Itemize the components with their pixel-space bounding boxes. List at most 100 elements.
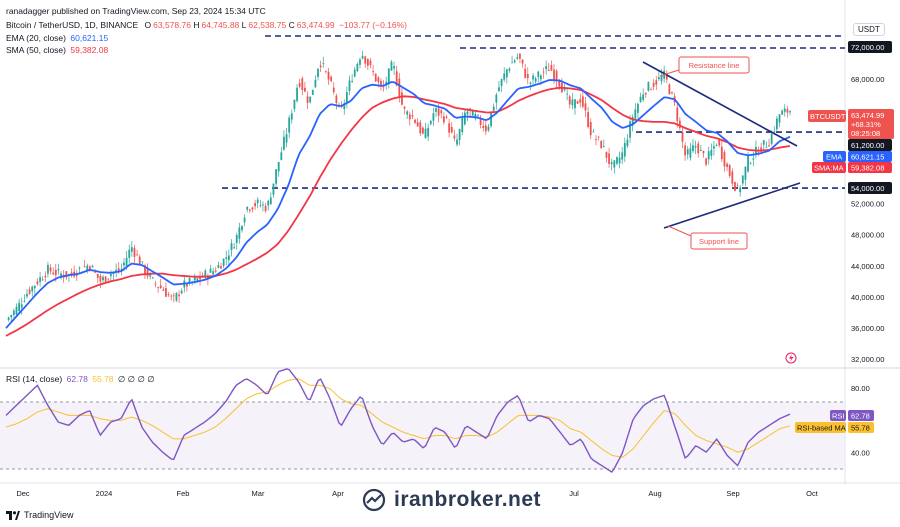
candle-body xyxy=(634,109,637,119)
candle-body xyxy=(537,71,540,78)
candle xyxy=(293,99,296,113)
candle-body xyxy=(47,264,49,274)
price-tag-61200: 61,200.00 xyxy=(848,139,892,151)
candle xyxy=(500,78,503,93)
candle xyxy=(44,271,47,282)
candle-body xyxy=(726,163,728,168)
candle xyxy=(689,142,692,161)
candle-body xyxy=(351,81,354,83)
candle xyxy=(104,275,107,283)
candle-body xyxy=(678,120,681,129)
candle-body xyxy=(610,162,613,165)
candle-body xyxy=(26,293,28,297)
candle-body xyxy=(668,84,671,95)
candle-body xyxy=(490,112,492,127)
candle xyxy=(435,107,437,118)
candle-body xyxy=(259,205,262,207)
candle-body xyxy=(269,197,272,205)
candle-body xyxy=(744,166,747,180)
candle-body xyxy=(136,254,139,256)
candle xyxy=(327,67,330,85)
time-axis[interactable]: Dec 2024 Feb Mar Apr Jul Aug Sep Oct xyxy=(16,489,818,498)
candle xyxy=(631,114,634,132)
candle-body xyxy=(482,125,485,129)
candle xyxy=(275,169,277,188)
ema-legend[interactable]: EMA (20, close) 60,621.15 xyxy=(6,33,108,43)
candle xyxy=(786,106,789,118)
price-axis[interactable]: 68,000.00 52,000.00 48,000.00 44,000.00 40,0… xyxy=(851,75,884,364)
candle xyxy=(170,294,173,301)
candle xyxy=(259,199,262,208)
tradingview-footer[interactable]: TradingView xyxy=(6,510,74,520)
candle xyxy=(521,59,524,68)
time-axis-label: Apr xyxy=(332,489,344,498)
candle xyxy=(545,60,548,75)
candle xyxy=(115,263,118,278)
candle xyxy=(290,109,293,124)
rsi-legend[interactable]: RSI (14, close) 62.78 55.78 ∅ ∅ ∅ ∅ xyxy=(6,374,155,385)
candle-body xyxy=(120,268,123,270)
candle-body xyxy=(317,68,319,78)
candle-body xyxy=(550,65,553,71)
candle-body xyxy=(665,73,668,80)
candle xyxy=(99,273,102,289)
candle-body xyxy=(529,82,532,84)
support-callout[interactable]: Support line xyxy=(667,225,748,250)
rsi-tag-label: RSI xyxy=(832,412,845,421)
candle-body xyxy=(526,73,529,79)
candle xyxy=(684,142,687,161)
candle-body xyxy=(568,96,571,105)
candle xyxy=(448,118,451,138)
candle xyxy=(778,113,781,128)
resistance-trendline[interactable] xyxy=(642,61,798,147)
candle xyxy=(385,76,388,90)
candle-body xyxy=(146,267,149,277)
candle xyxy=(304,81,306,93)
candle xyxy=(639,92,642,103)
candle xyxy=(165,282,167,297)
resistance-callout[interactable]: Resistance line xyxy=(659,56,750,77)
candle xyxy=(75,269,78,282)
candle xyxy=(736,182,739,188)
candle-body xyxy=(427,127,430,137)
candle-body xyxy=(243,217,246,223)
sma-legend[interactable]: SMA (50, close) 59,382.08 xyxy=(6,45,108,55)
rsi-axis-label: 80.00 xyxy=(851,384,870,393)
candle xyxy=(560,78,563,93)
candle-body xyxy=(705,158,707,165)
candle xyxy=(322,56,325,69)
symbol-name[interactable]: Bitcoin / TetherUSD, 1D, BINANCE xyxy=(6,20,139,30)
candle-body xyxy=(414,119,416,123)
candle xyxy=(781,109,784,115)
resistance-callout-pointer xyxy=(659,69,680,77)
sma-tag: SMA:MA 59,382.08 xyxy=(812,162,892,173)
candle-body xyxy=(20,304,23,308)
candle xyxy=(456,133,458,147)
candle-body xyxy=(36,281,39,285)
candle-body xyxy=(57,268,60,271)
candle-body xyxy=(789,111,791,113)
candle-body xyxy=(589,122,592,136)
candle-body xyxy=(117,268,120,272)
currency-button[interactable]: USDT xyxy=(853,23,885,36)
candle xyxy=(26,289,28,299)
candle xyxy=(739,185,742,197)
candle xyxy=(262,201,264,212)
candle-body xyxy=(327,71,330,80)
rsi-axis[interactable]: 80.00 40.00 xyxy=(851,384,870,457)
candle-body xyxy=(778,114,781,123)
candle xyxy=(188,275,191,286)
candle xyxy=(269,192,272,205)
event-icon[interactable] xyxy=(785,352,797,364)
support-trendline[interactable] xyxy=(663,182,801,229)
candle-body xyxy=(781,110,784,115)
candle xyxy=(629,114,631,144)
sma-tag-label: SMA:MA xyxy=(814,164,844,173)
candle xyxy=(159,278,162,289)
close-value: 63,474.99 xyxy=(296,20,335,30)
candle-body xyxy=(713,146,715,149)
candle-body xyxy=(178,294,180,297)
candle-body xyxy=(416,122,419,127)
candle xyxy=(49,264,52,275)
